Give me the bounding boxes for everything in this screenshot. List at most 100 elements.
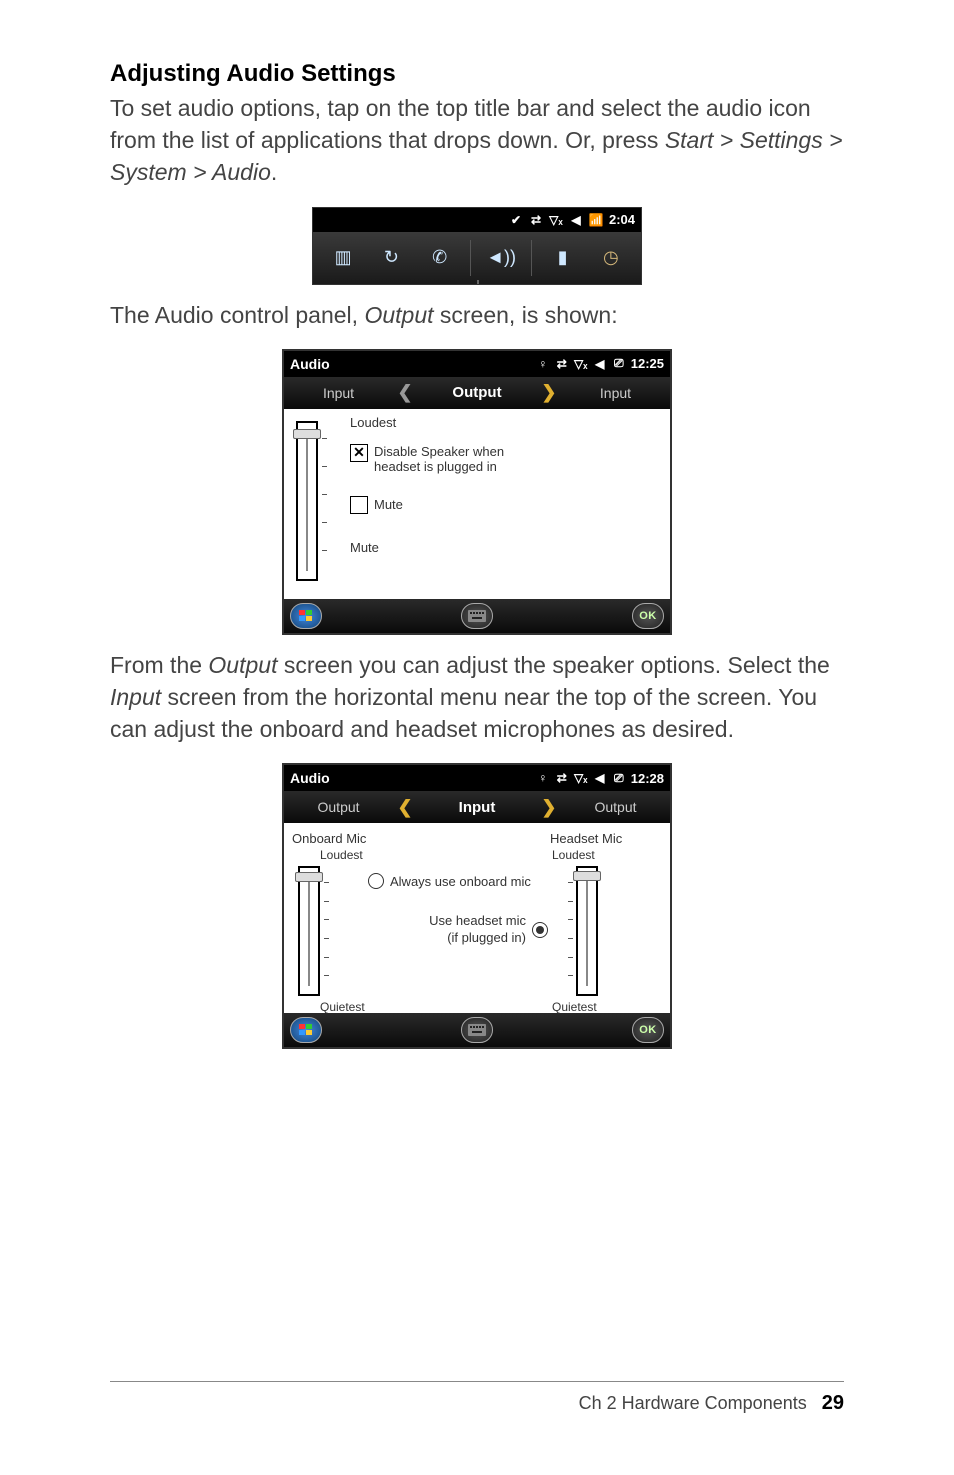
screen-titlebar[interactable]: Audio ♀ ⇄ ▽ₓ ◀ ⎚ 12:28: [284, 765, 670, 791]
volume-icon[interactable]: ◄)): [483, 240, 519, 276]
rotate-icon[interactable]: ↻: [373, 240, 409, 276]
divider: [531, 240, 532, 276]
ok-button[interactable]: OK: [632, 1017, 664, 1043]
info-icon: ♀: [536, 357, 550, 371]
tab-right[interactable]: Input: [561, 385, 670, 401]
slider-min-label: Quietest: [552, 1000, 622, 1014]
tab-center[interactable]: Output: [417, 384, 537, 401]
signal-off-icon: ▽ₓ: [549, 213, 563, 227]
option-label: Disable Speaker when headset is plugged …: [374, 444, 504, 474]
keyboard-button[interactable]: [461, 1017, 493, 1043]
info-icon: ♀: [536, 771, 550, 785]
tab-left[interactable]: Output: [284, 799, 393, 815]
slider-max-label: Loudest: [350, 415, 504, 430]
footer-chapter: Ch 2 Hardware Components: [579, 1393, 807, 1413]
para2-input: Input: [110, 684, 161, 710]
battery-status-icon: 📶: [589, 213, 603, 227]
onboard-mic-header: Onboard Mic: [292, 831, 352, 846]
volume-slider[interactable]: [296, 421, 318, 581]
intro-paragraph: To set audio options, tap on the top tit…: [110, 92, 844, 189]
headset-mic-slider[interactable]: [576, 866, 598, 996]
section-heading: Adjusting Audio Settings: [110, 60, 844, 88]
chevron-right-icon[interactable]: ❯: [537, 382, 561, 403]
onboard-mic-slider[interactable]: [298, 866, 320, 996]
plug-icon[interactable]: ▥: [325, 240, 361, 276]
para2-b: screen you can adjust the speaker option…: [277, 652, 829, 678]
output-caption: The Audio control panel, Output screen, …: [110, 299, 844, 331]
chevron-left-icon[interactable]: ❮: [393, 382, 417, 403]
audio-input-screenshot: Audio ♀ ⇄ ▽ₓ ◀ ⎚ 12:28 Output ❮ Input ❯ …: [282, 763, 672, 1049]
screen-status-icons: ♀ ⇄ ▽ₓ ◀ ⎚ 12:25: [536, 356, 664, 371]
divider: [470, 240, 471, 276]
volume-status-icon: ◀: [593, 771, 607, 785]
battery-status-icon: ⎚: [612, 771, 626, 785]
tab-strip: Input ❮ Output ❯ Input: [284, 377, 670, 409]
signal-off-icon: ▽ₓ: [574, 357, 588, 371]
tab-strip: Output ❮ Input ❯ Output: [284, 791, 670, 823]
para2-c: screen from the horizontal menu near the…: [110, 684, 817, 742]
always-onboard-option[interactable]: Always use onboard mic: [368, 873, 548, 889]
caption-output-name: Output: [364, 302, 433, 328]
slider-track: [308, 876, 310, 986]
mute-option[interactable]: Mute: [350, 496, 504, 514]
slider-ticks: [322, 431, 328, 571]
check-icon: ✔: [509, 213, 523, 227]
radio-empty-icon[interactable]: [368, 873, 384, 889]
use-headset-option[interactable]: Use headset mic (if plugged in): [368, 913, 548, 946]
tab-right[interactable]: Output: [561, 799, 670, 815]
radio-selected-icon[interactable]: [532, 922, 548, 938]
signal-off-icon: ▽ₓ: [574, 771, 588, 785]
status-time: 2:04: [609, 212, 635, 227]
keyboard-icon: [468, 610, 486, 622]
status-bar: ✔ ⇄ ▽ₓ ◀ 📶 2:04: [313, 208, 641, 232]
sync-icon: ⇄: [555, 357, 569, 371]
slider-track: [586, 876, 588, 986]
slider-min-label: Mute: [350, 540, 504, 555]
footer-page-number: 29: [822, 1392, 844, 1414]
battery-status-icon: ⎚: [612, 357, 626, 371]
checkbox-empty-icon[interactable]: [350, 496, 368, 514]
chevron-right-icon[interactable]: ❯: [537, 797, 561, 818]
page-footer: Ch 2 Hardware Components 29: [110, 1381, 844, 1415]
sync-icon: ⇄: [555, 771, 569, 785]
slider-thumb[interactable]: [573, 871, 601, 881]
keyboard-button[interactable]: [461, 603, 493, 629]
windows-flag-icon: [298, 1022, 314, 1038]
slider-max-label: Loudest: [552, 848, 622, 862]
pointer-line: [477, 280, 479, 285]
intro-text-after: .: [271, 159, 277, 185]
phone-icon[interactable]: ✆: [422, 240, 458, 276]
tab-center[interactable]: Input: [417, 799, 537, 816]
volume-status-icon: ◀: [569, 213, 583, 227]
slider-max-label: Loudest: [320, 848, 352, 862]
audio-output-screenshot: Audio ♀ ⇄ ▽ₓ ◀ ⎚ 12:25 Input ❮ Output ❯ …: [282, 349, 672, 635]
disable-speaker-option[interactable]: ✕ Disable Speaker when headset is plugge…: [350, 444, 504, 474]
ok-button[interactable]: OK: [632, 603, 664, 629]
slider-thumb[interactable]: [293, 429, 321, 439]
slider-min-label: Quietest: [320, 1000, 352, 1014]
option-label: Use headset mic (if plugged in): [429, 913, 526, 946]
input-caption-paragraph: From the Output screen you can adjust th…: [110, 649, 844, 746]
windows-flag-icon: [298, 608, 314, 624]
para2-output: Output: [208, 652, 277, 678]
screen-title: Audio: [290, 356, 530, 372]
para2-a: From the: [110, 652, 208, 678]
softkey-bar: OK: [284, 599, 670, 633]
slider-ticks: [324, 876, 330, 986]
checkbox-checked-icon[interactable]: ✕: [350, 444, 368, 462]
screen-status-icons: ♀ ⇄ ▽ₓ ◀ ⎚ 12:28: [536, 771, 664, 786]
keyboard-icon: [468, 1024, 486, 1036]
titlebar-screenshot: ✔ ⇄ ▽ₓ ◀ 📶 2:04 ▥ ↻ ✆ ◄)) ▮ ◷: [312, 207, 642, 285]
chevron-left-icon[interactable]: ❮: [393, 797, 417, 818]
tab-left[interactable]: Input: [284, 385, 393, 401]
slider-track: [306, 431, 308, 571]
battery-icon[interactable]: ▮: [545, 240, 581, 276]
start-button[interactable]: [290, 1017, 322, 1043]
clock-icon[interactable]: ◷: [593, 240, 629, 276]
caption-text-after: screen, is shown:: [434, 302, 618, 328]
caption-text: The Audio control panel,: [110, 302, 364, 328]
screen-titlebar[interactable]: Audio ♀ ⇄ ▽ₓ ◀ ⎚ 12:25: [284, 351, 670, 377]
start-button[interactable]: [290, 603, 322, 629]
slider-thumb[interactable]: [295, 872, 323, 882]
option-label: Mute: [374, 497, 403, 512]
